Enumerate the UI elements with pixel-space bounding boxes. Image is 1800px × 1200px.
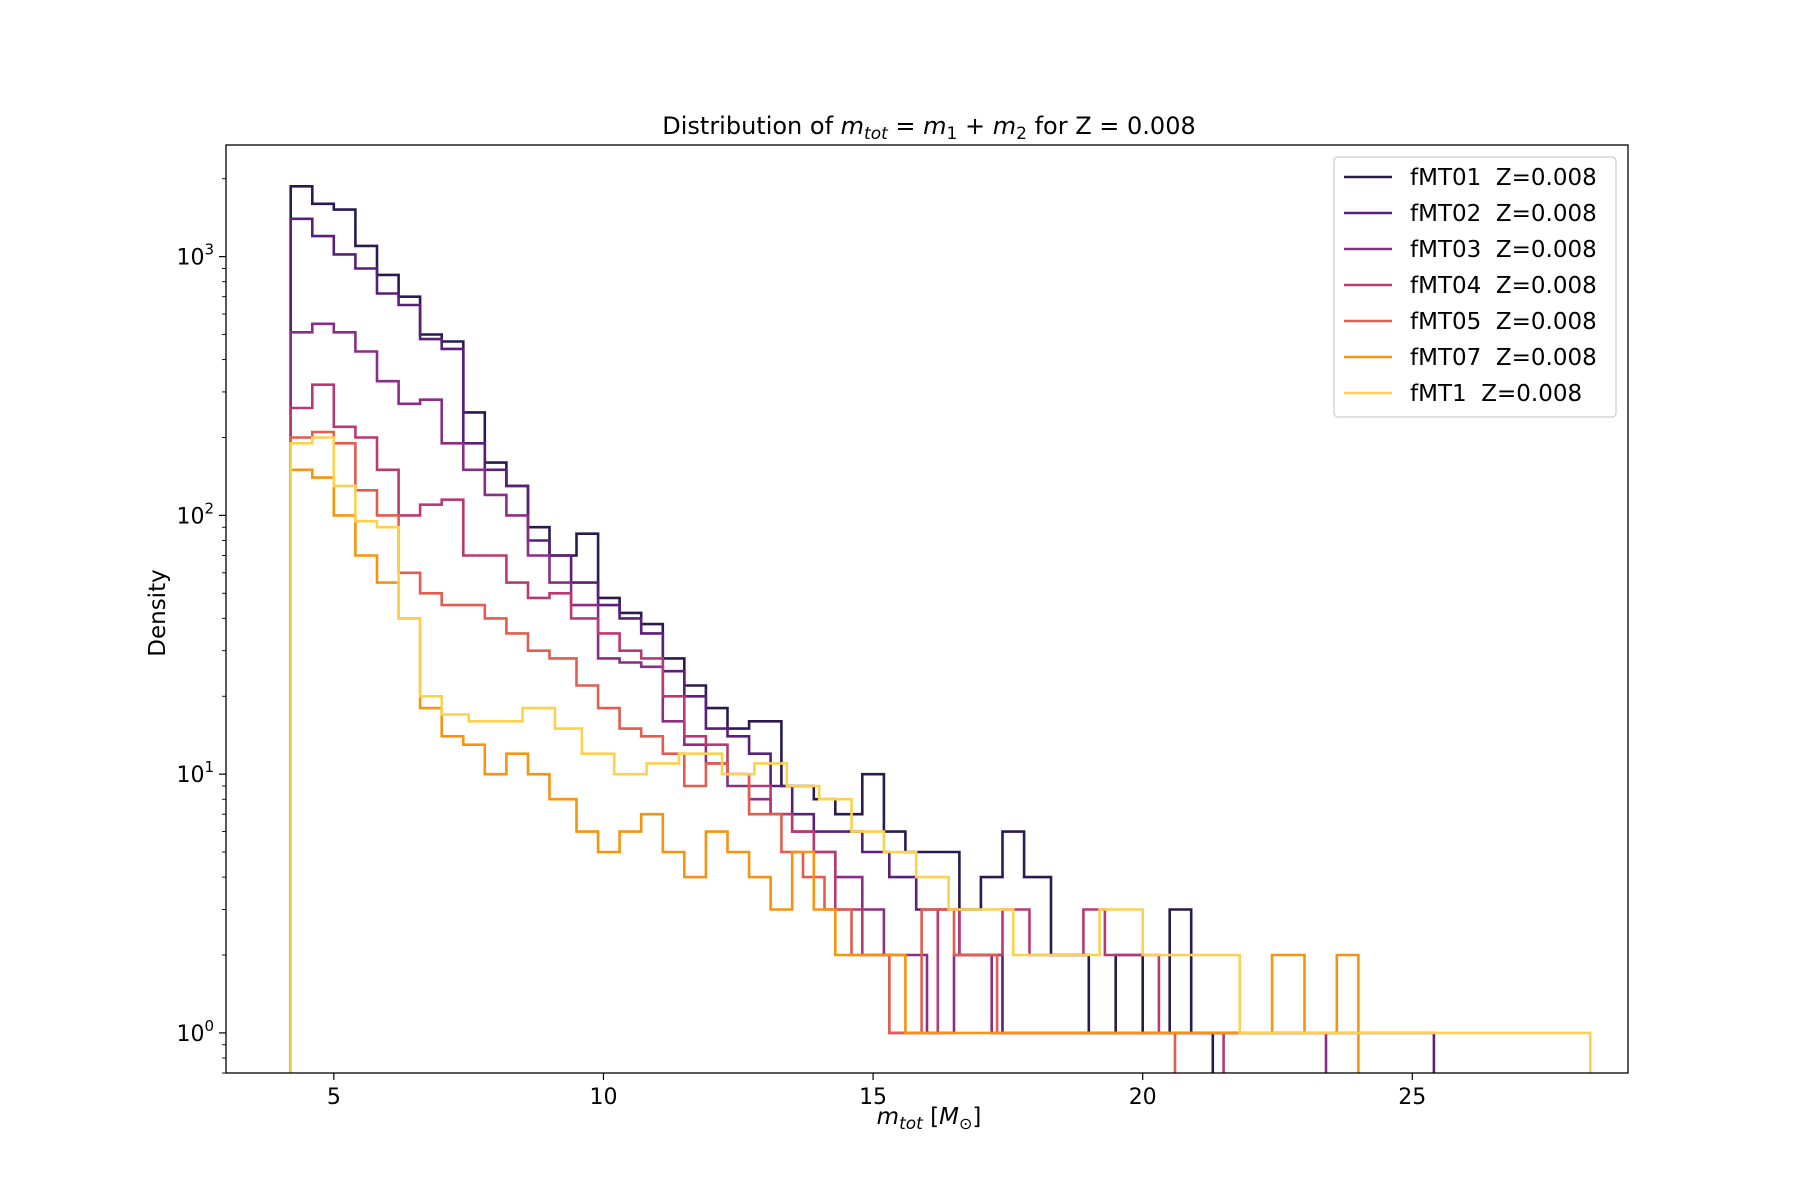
plot-frame xyxy=(225,144,1629,1074)
series-4-step-line xyxy=(289,383,1225,1073)
series-1-step-line xyxy=(289,185,1215,1073)
y-tick-label: 101 xyxy=(176,758,214,788)
y-tick-label: 103 xyxy=(176,241,214,271)
x-tick-label: 25 xyxy=(1398,1085,1426,1110)
legend-label-7: fMT1 Z=0.008 xyxy=(1410,381,1582,407)
y-tick-label: 102 xyxy=(176,499,214,529)
x-axis-label: mtot [M⊙] xyxy=(877,1104,982,1134)
legend: fMT01 Z=0.008 fMT02 Z=0.008 fMT03 Z=0.008 f… xyxy=(1333,156,1617,418)
series-7-step-line xyxy=(289,436,1592,1073)
x-tick-label: 5 xyxy=(327,1085,341,1110)
legend-label-1: fMT01 Z=0.008 xyxy=(1410,165,1597,191)
x-tick-label: 15 xyxy=(859,1085,887,1110)
series-6-step-line xyxy=(289,468,1360,1073)
legend-label-5: fMT05 Z=0.008 xyxy=(1410,309,1597,335)
legend-frame xyxy=(1333,156,1617,418)
series-layer xyxy=(289,185,1592,1073)
legend-label-3: fMT03 Z=0.008 xyxy=(1410,237,1597,263)
legend-label-2: fMT02 Z=0.008 xyxy=(1410,201,1597,227)
y-axis-label: Density xyxy=(145,569,171,656)
x-tick-label: 20 xyxy=(1129,1085,1157,1110)
legend-label-6: fMT07 Z=0.008 xyxy=(1410,345,1597,371)
axes-layer: 5 10 15 20 25 100 101 102 103 xyxy=(176,144,1629,1110)
chart-title: Distribution of mtot = m1 + m2 for Z = 0… xyxy=(662,112,1196,144)
y-tick-label: 100 xyxy=(176,1017,214,1047)
legend-label-4: fMT04 Z=0.008 xyxy=(1410,273,1597,299)
x-tick-label: 10 xyxy=(589,1085,617,1110)
series-5-step-line xyxy=(289,430,1177,1073)
